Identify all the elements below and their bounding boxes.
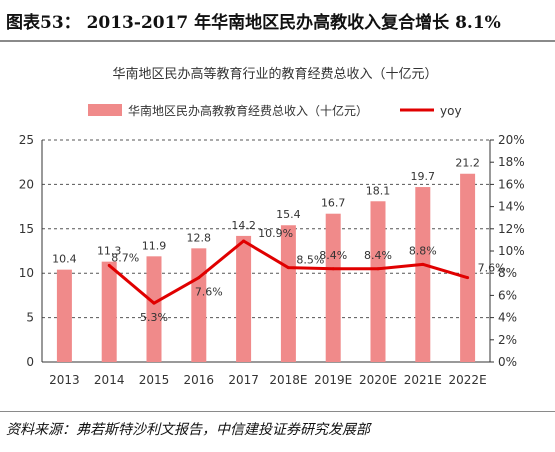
- bar-value-label: 11.3: [97, 245, 122, 258]
- x-axis: 2013 2014 2015 2016 2017 2018E 2019E 2020E 2021E…: [49, 373, 487, 387]
- y-right-tick-label: 12%: [498, 222, 525, 236]
- bar-value-label: 14.2: [231, 219, 256, 232]
- bar: [191, 248, 207, 362]
- y-right-tick-label: 18%: [498, 155, 525, 169]
- yoy-value-label: 5.3%: [140, 311, 168, 324]
- y-axis-right: 0% 2% 4% 6% 8% 10% 12% 14% 16% 18% 20%: [490, 133, 525, 369]
- bar: [415, 187, 431, 362]
- bar-value-label: 10.4: [52, 253, 77, 266]
- bar: [56, 269, 72, 362]
- y-left-tick-label: 5: [26, 311, 34, 325]
- yoy-value-label: 10.9%: [258, 227, 293, 240]
- legend-bar-label: 华南地区民办高教教育经费总收入（十亿元）: [128, 103, 368, 118]
- yoy-point: [421, 262, 425, 266]
- yoy-value-label: 8.4%: [364, 249, 392, 262]
- yoy-point: [331, 267, 335, 271]
- x-tick-label: 2017: [228, 373, 259, 387]
- source-note: 资料来源：弗若斯特沙利文报告，中信建投证券研究发展部: [6, 422, 370, 438]
- y-right-tick-label: 20%: [498, 133, 525, 147]
- y-right-tick-label: 16%: [498, 177, 525, 191]
- footer-divider: [0, 411, 555, 412]
- x-tick-label: 2013: [49, 373, 80, 387]
- x-tick-label: 2015: [139, 373, 170, 387]
- yoy-value-label: 8.4%: [319, 249, 347, 262]
- y-axis-left: 0 5 10 15 20 25: [19, 133, 34, 369]
- x-tick-label: 2022E: [449, 373, 487, 387]
- bar-series: [56, 173, 476, 362]
- figure-header: 图表53： 2013-2017 年华南地区民办高教收入复合增长 8.1%: [0, 0, 555, 40]
- legend-bar-swatch: [88, 104, 122, 116]
- yoy-value-labels: 8.7%5.3%7.6%10.9%8.5%8.4% 8.4% 8.8%7.6%: [111, 227, 505, 324]
- header-divider: [0, 40, 555, 42]
- x-tick-label: 2014: [94, 373, 125, 387]
- chart-title: 华南地区民办高等教育行业的教育经费总收入（十亿元）: [112, 66, 437, 82]
- yoy-value-label: 7.6%: [195, 286, 223, 299]
- chart: 华南地区民办高等教育行业的教育经费总收入（十亿元） 华南地区民办高教教育经费总收…: [19, 66, 525, 387]
- y-right-tick-label: 6%: [498, 288, 517, 302]
- bar-value-label: 15.4: [276, 208, 301, 221]
- bar: [236, 235, 252, 362]
- x-tick-label: 2016: [184, 373, 215, 387]
- legend-line-label: yoy: [440, 104, 462, 118]
- yoy-value-label: 8.7%: [111, 251, 139, 264]
- bar-value-label: 19.7: [411, 170, 436, 183]
- bar-value-label: 11.9: [142, 239, 167, 252]
- yoy-point: [376, 267, 380, 271]
- yoy-point: [152, 301, 156, 305]
- y-left-tick-label: 25: [19, 133, 34, 147]
- bar: [460, 173, 476, 362]
- x-tick-label: 2020E: [359, 373, 397, 387]
- y-right-tick-label: 4%: [498, 311, 517, 325]
- y-right-tick-label: 2%: [498, 333, 517, 347]
- yoy-value-label: 8.5%: [296, 254, 324, 267]
- y-left-tick-label: 20: [19, 177, 34, 191]
- y-left-tick-label: 0: [26, 355, 34, 369]
- bar-value-label: 12.8: [187, 231, 212, 244]
- bar-value-label: 16.7: [321, 197, 346, 210]
- yoy-point: [242, 239, 246, 243]
- figure-header-text: 图表53： 2013-2017 年华南地区民办高教收入复合增长 8.1%: [6, 13, 501, 33]
- bar: [101, 261, 117, 362]
- x-tick-label: 2018E: [269, 373, 307, 387]
- y-right-tick-label: 0%: [498, 355, 517, 369]
- yoy-line-series: [107, 239, 470, 305]
- y-left-tick-label: 15: [19, 222, 34, 236]
- chart-legend: 华南地区民办高教教育经费总收入（十亿元） yoy: [88, 103, 462, 118]
- bar: [280, 225, 296, 362]
- bar: [146, 256, 162, 362]
- yoy-point: [107, 263, 111, 267]
- yoy-value-label: 7.6%: [478, 262, 506, 275]
- bar-value-label: 18.1: [366, 184, 391, 197]
- y-right-tick-label: 8%: [498, 266, 517, 280]
- bar: [370, 201, 386, 362]
- yoy-value-label: 8.8%: [409, 244, 437, 257]
- y-right-tick-label: 14%: [498, 200, 525, 214]
- y-left-tick-label: 10: [19, 266, 34, 280]
- bar-value-labels: 10.4 11.3 11.9 12.8 14.2 15.4 16.7 18.1 19.7 21.2: [52, 157, 480, 266]
- x-tick-label: 2021E: [404, 373, 442, 387]
- bar: [325, 213, 341, 362]
- yoy-point: [286, 266, 290, 270]
- yoy-point: [466, 276, 470, 280]
- y-right-tick-label: 10%: [498, 244, 525, 258]
- bar-value-label: 21.2: [455, 157, 480, 170]
- yoy-point: [197, 276, 201, 280]
- x-tick-label: 2019E: [314, 373, 352, 387]
